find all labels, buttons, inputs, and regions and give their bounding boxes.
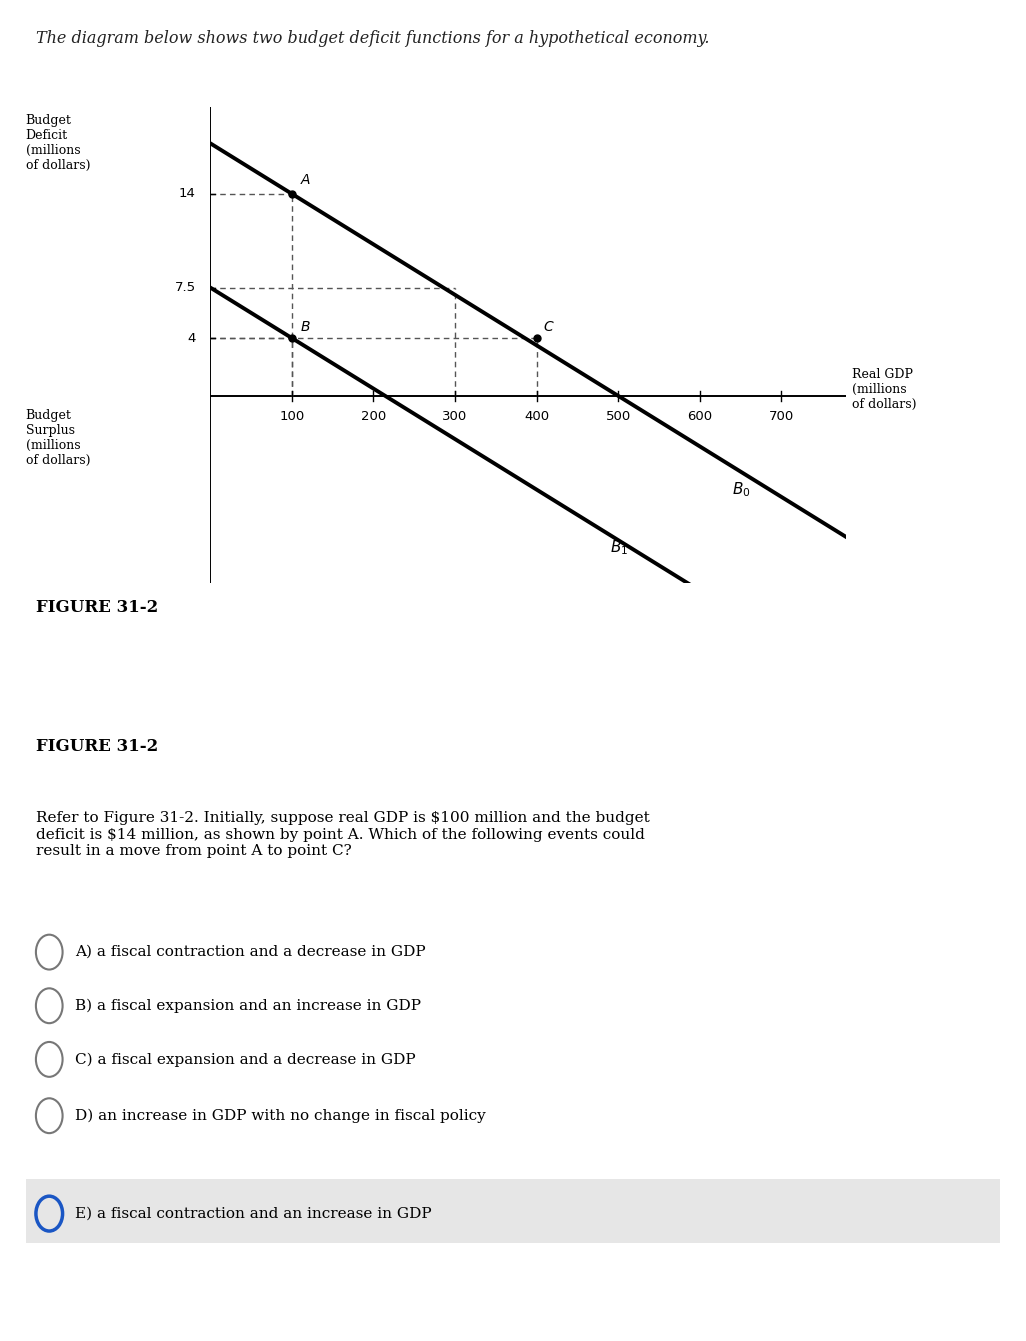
Text: A) a fiscal contraction and a decrease in GDP: A) a fiscal contraction and a decrease i…: [75, 945, 426, 959]
Text: C) a fiscal expansion and a decrease in GDP: C) a fiscal expansion and a decrease in …: [75, 1053, 416, 1066]
Text: FIGURE 31-2: FIGURE 31-2: [36, 738, 158, 755]
Text: D) an increase in GDP with no change in fiscal policy: D) an increase in GDP with no change in …: [75, 1109, 485, 1122]
Text: E) a fiscal contraction and an increase in GDP: E) a fiscal contraction and an increase …: [75, 1207, 432, 1220]
Text: 100: 100: [279, 410, 305, 424]
Text: $C$: $C$: [543, 319, 555, 334]
Text: 4: 4: [188, 331, 196, 345]
Text: Budget
Surplus
(millions
of dollars): Budget Surplus (millions of dollars): [26, 409, 90, 467]
Text: Refer to Figure 31-2. Initially, suppose real GDP is $100 million and the budget: Refer to Figure 31-2. Initially, suppose…: [36, 811, 649, 858]
Text: B) a fiscal expansion and an increase in GDP: B) a fiscal expansion and an increase in…: [75, 999, 421, 1012]
Text: 7.5: 7.5: [174, 282, 196, 294]
Text: 300: 300: [442, 410, 468, 424]
Text: $B$: $B$: [300, 319, 311, 334]
Text: $B_1$: $B_1$: [609, 538, 628, 557]
Text: 600: 600: [687, 410, 712, 424]
Text: Real GDP
(millions
of dollars): Real GDP (millions of dollars): [852, 367, 916, 410]
Text: 700: 700: [768, 410, 794, 424]
Text: 14: 14: [179, 188, 196, 200]
Text: FIGURE 31-2: FIGURE 31-2: [36, 599, 158, 617]
Text: 200: 200: [361, 410, 386, 424]
Text: 500: 500: [605, 410, 631, 424]
Text: $B_0$: $B_0$: [733, 480, 751, 499]
Text: $A$: $A$: [300, 173, 311, 186]
Text: The diagram below shows two budget deficit functions for a hypothetical economy.: The diagram below shows two budget defic…: [36, 30, 709, 47]
Text: 400: 400: [524, 410, 549, 424]
Text: Budget
Deficit
(millions
of dollars): Budget Deficit (millions of dollars): [26, 114, 90, 172]
